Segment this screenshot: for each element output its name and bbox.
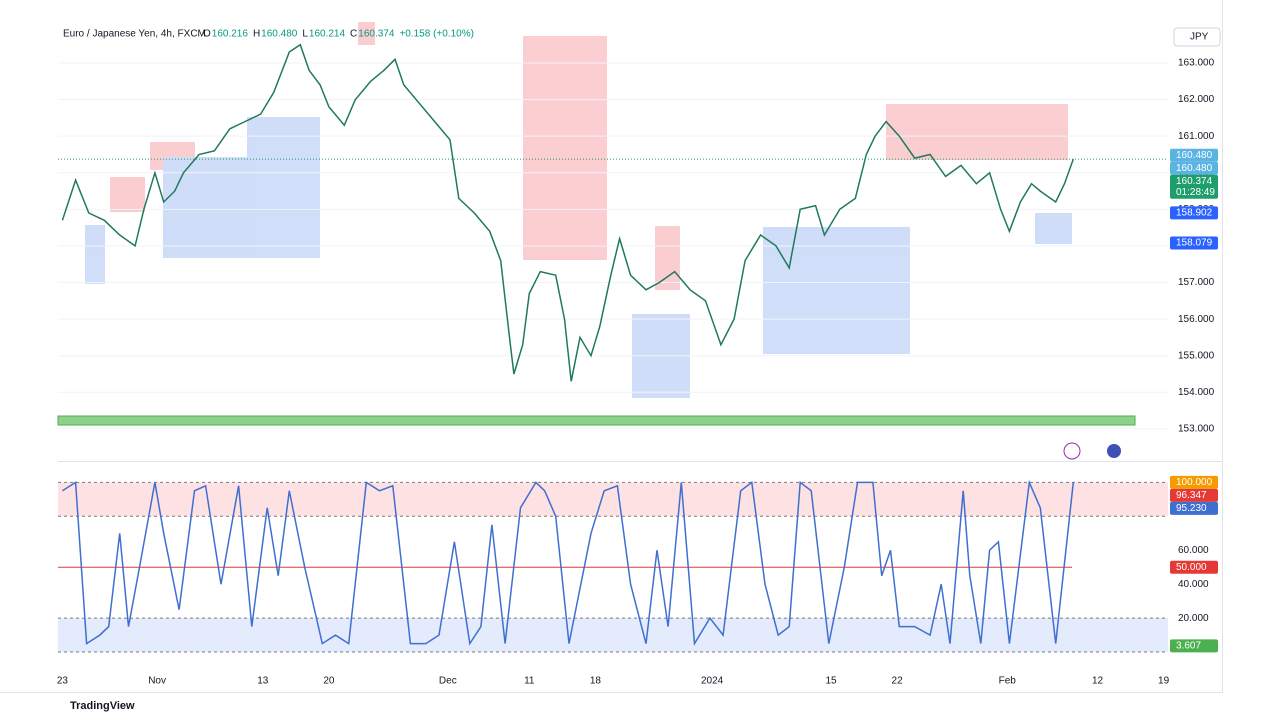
ohlc-key: O [203,29,211,40]
ohlc-key: L [302,29,308,40]
brand: TradingView [70,700,135,712]
x-tick-label: 19 [1158,676,1170,687]
x-tick-label: 23 [57,676,69,687]
symbol: Euro / Japanese Yen, 4h, FXCM [63,29,206,40]
price-tag: 158.079 [1170,236,1218,250]
price-tag-label: 3.607 [1176,641,1201,652]
price-tag: 160.480 [1170,148,1218,162]
alert-icon[interactable] [1063,442,1081,460]
change: +0.158 (+0.10%) [399,29,474,40]
support-band [57,415,1136,426]
demand-zone [763,227,910,354]
price-tag-bg [1170,501,1218,515]
supply-zone [655,226,680,290]
price-tag-label: 158.902 [1176,208,1213,219]
demand-zone [85,225,105,284]
currency: JPY [1190,32,1209,43]
y-tick-label: 161.000 [1178,131,1215,142]
supply-zone [358,22,375,45]
price-tag-bg [1170,161,1218,175]
y-tick-label: 156.000 [1178,314,1215,325]
price-tag: 3.607 [1170,639,1218,653]
price-tag: 95.230 [1170,501,1218,515]
settings-icon[interactable] [1107,444,1121,458]
y-tick-label: 154.000 [1178,387,1215,398]
price-tag: 100.000 [1170,475,1218,489]
price-tag-label: 100.000 [1176,477,1213,488]
price-tag-bg [1170,236,1218,250]
price-tag: 160.480 [1170,161,1218,175]
y-tick-label: 162.000 [1178,94,1215,105]
price-tag: 96.347 [1170,488,1218,502]
price-tag-bg [1170,148,1218,162]
x-tick-label: 22 [892,676,904,687]
supply-zone [110,177,145,212]
y-tick-label: 60.000 [1178,545,1209,556]
price-tag-label: 50.000 [1176,562,1207,573]
x-tick-label: 13 [257,676,269,687]
x-tick-label: 18 [590,676,602,687]
series-line [61,43,1075,382]
y-tick-label: 155.000 [1178,350,1215,361]
price-tag-bg [1170,639,1218,653]
ohlc-value: 160.374 [358,29,395,40]
price-tag-label: 160.374 [1176,176,1213,187]
demand-zone [1035,213,1072,244]
demand-zone [163,157,247,258]
zones [85,22,1072,398]
price-tag: 158.902 [1170,206,1218,220]
supply-zone [886,104,1068,160]
x-tick-label: Feb [999,676,1017,687]
supply-zone [523,36,607,260]
frame [1222,0,1223,692]
x-tick-label: 11 [524,676,535,687]
price-tag-label: 96.347 [1176,490,1207,501]
ohlc-value: 160.216 [212,29,249,40]
y-tick-label: 163.000 [1178,58,1215,69]
x-tick-label: Dec [439,676,457,687]
y-tick-label: 40.000 [1178,579,1209,590]
price-tag-bg [1170,206,1218,220]
y-tick-label: 153.000 [1178,424,1215,435]
ohlc-key: H [253,29,260,40]
price-tag-label: 160.480 [1176,163,1213,174]
price-tag-label: 160.480 [1176,150,1213,161]
x-tick-label: Nov [148,676,166,687]
x-tick-label: 20 [323,676,335,687]
series-line [61,479,1075,646]
x-tick-label: 2024 [701,676,724,687]
x-tick-label: 12 [1092,676,1104,687]
ohlc: O 160.216 H 160.480 L 160.214 C 160.374 +0.158 (… [203,29,474,40]
x-tick-label: 15 [825,676,837,687]
currency-box [1173,27,1221,47]
countdown: 01:28:49 [1176,187,1215,198]
ohlc-value: 160.214 [309,29,346,40]
demand-zone [247,117,320,258]
pane-divider [58,461,1222,462]
price-tag-bg [1170,475,1218,489]
ohlc-value: 160.480 [261,29,298,40]
price-tag-label: 158.079 [1176,238,1213,249]
price-tag-bg [1170,560,1218,574]
oversold-band [58,618,1168,653]
ohlc-key: C [350,29,357,40]
price-tag-label: 95.230 [1176,503,1207,514]
price-tag-bg [1170,174,1218,199]
price-tag-bg [1170,488,1218,502]
y-tick-label: 20.000 [1178,613,1209,624]
frame [0,692,1223,693]
price-tag: 50.000 [1170,560,1218,574]
y-tick-label: 157.000 [1178,277,1215,288]
